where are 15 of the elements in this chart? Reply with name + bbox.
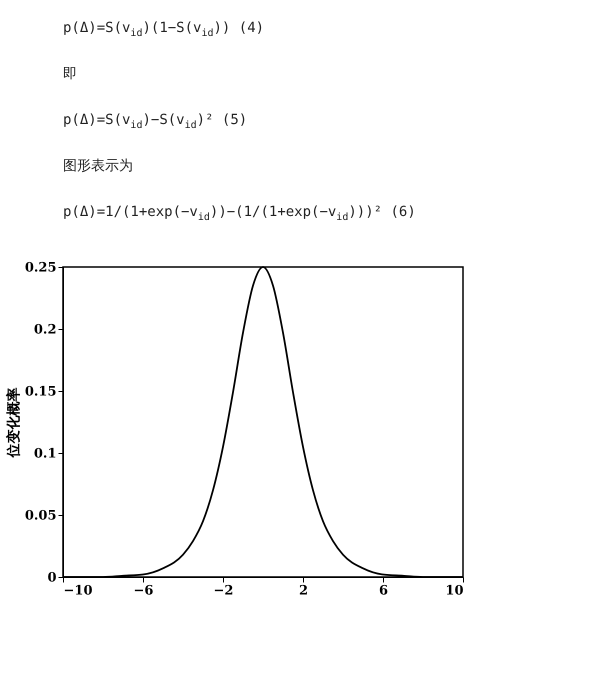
y-tick-label: 0.25 bbox=[24, 260, 56, 276]
x-tick-label: −2 bbox=[214, 584, 234, 598]
x-tick-label: −6 bbox=[134, 584, 154, 598]
y-tick-label: 0.05 bbox=[24, 508, 56, 524]
x-tick-label: 2 bbox=[298, 584, 308, 598]
text: 图形表示为 bbox=[63, 158, 133, 174]
y-tick-label: 0.2 bbox=[34, 322, 56, 338]
x-tick-label: −10 bbox=[64, 584, 92, 598]
text: 即 bbox=[63, 66, 77, 82]
y-tick-label: 0 bbox=[47, 570, 56, 586]
x-tick-label: 6 bbox=[378, 584, 388, 598]
y-tick-label: 0.1 bbox=[34, 446, 56, 462]
y-axis-title: 位变化概率 bbox=[4, 388, 21, 458]
x-tick-label: 10 bbox=[445, 584, 464, 598]
y-tick-label: 0.15 bbox=[24, 384, 56, 400]
